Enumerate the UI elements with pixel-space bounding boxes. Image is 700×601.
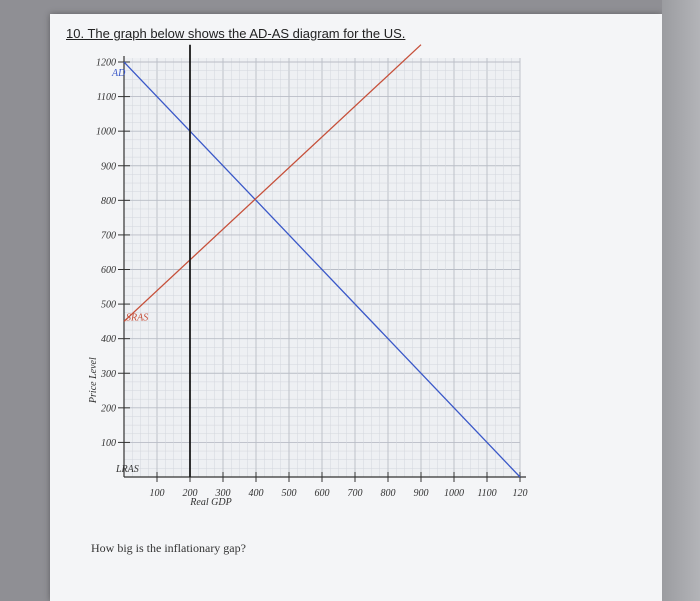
curve-label-ad: AD xyxy=(111,68,126,79)
y-tick-label: 100 xyxy=(101,438,116,449)
x-tick-label: 200 xyxy=(183,488,198,499)
x-tick-label: 900 xyxy=(414,488,429,499)
y-axis-title: Price Level xyxy=(88,357,99,404)
y-tick-label: 1000 xyxy=(96,127,116,138)
y-tick-label: 800 xyxy=(101,196,116,207)
y-tick-label: 900 xyxy=(101,161,116,172)
chart-series xyxy=(123,44,521,478)
x-tick-label: 800 xyxy=(381,488,396,499)
y-tick-label: 400 xyxy=(101,334,116,345)
curve-label-lras: LRAS xyxy=(115,464,139,475)
x-tick-label: 400 xyxy=(249,488,264,499)
inflationary-gap-prompt: How big is the inflationary gap? xyxy=(91,541,246,555)
y-tick-label: 200 xyxy=(101,403,116,414)
y-tick-label: 1100 xyxy=(97,92,116,103)
chart-labels: 100 200 300 400 500 600 700 800 900 1000 1100 1200 1… xyxy=(88,58,528,509)
x-tick-label: 300 xyxy=(215,488,231,499)
y-tick-label: 300 xyxy=(100,369,116,380)
question-title: 10. The graph below shows the AD-AS diag… xyxy=(66,26,406,41)
series-line-sras xyxy=(123,44,422,322)
y-tick-label: 700 xyxy=(101,230,116,241)
y-tick-label: 600 xyxy=(101,265,116,276)
curve-label-sras: SRAS xyxy=(126,312,148,323)
x-tick-label: 500 xyxy=(282,488,297,499)
x-tick-label: 1100 xyxy=(477,488,496,499)
x-tick-label: 120 xyxy=(513,488,528,499)
x-tick-label: 600 xyxy=(315,488,330,499)
x-tick-label: 100 xyxy=(150,488,165,499)
background-edge xyxy=(662,0,700,601)
y-tick-label: 500 xyxy=(101,300,116,311)
x-tick-label: 700 xyxy=(348,488,363,499)
x-tick-label: 1000 xyxy=(444,488,464,499)
chart-axes xyxy=(118,56,526,482)
y-tick-label: 1200 xyxy=(96,58,116,69)
x-axis-title: Real GDP xyxy=(189,497,231,508)
